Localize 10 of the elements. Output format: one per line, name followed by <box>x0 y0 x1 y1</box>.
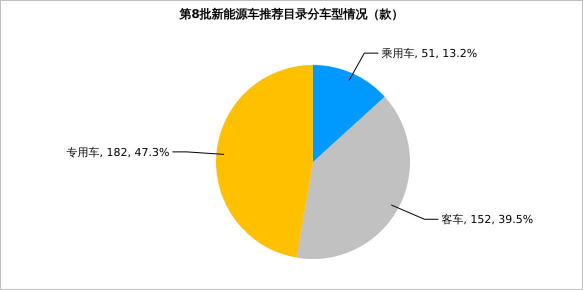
pie-slice <box>216 65 313 258</box>
data-label: , 182, 47.3% <box>100 146 170 159</box>
data-label: , 152, 39.5% <box>463 213 534 226</box>
pie-slice <box>313 65 385 162</box>
slice-label: 客车 <box>441 213 464 226</box>
data-label: , 51, 13.2% <box>414 47 478 60</box>
pie-slice <box>296 96 410 259</box>
slice-label: 乘用车 <box>381 47 414 60</box>
chart-title: 第8批新能源车推荐目录分车型情况（款） <box>178 6 405 23</box>
slice-label: 专用车 <box>66 146 100 159</box>
